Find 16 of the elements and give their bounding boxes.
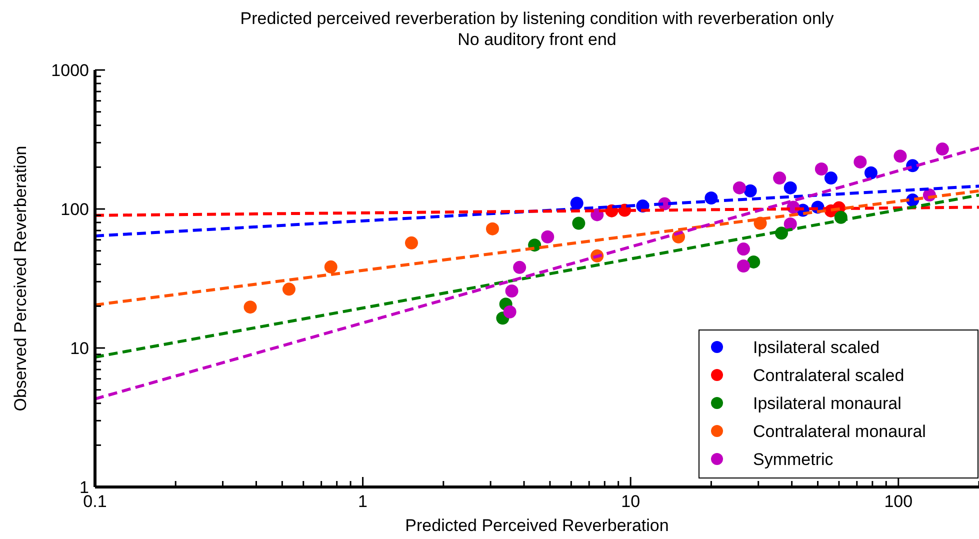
y-tick-label: 100: [60, 200, 89, 219]
chart-subtitle: No auditory front end: [458, 30, 616, 49]
legend-label: Contralateral scaled: [753, 366, 904, 385]
legend-label: Symmetric: [753, 450, 834, 469]
chart-title: Predicted perceived reverberation by listening condition with reverberation only: [240, 9, 834, 28]
legend-label: Ipsilateral scaled: [753, 338, 880, 357]
y-tick-label: 10: [70, 339, 89, 358]
x-tick-label: 0.1: [83, 492, 107, 511]
x-tick-label: 100: [884, 492, 913, 511]
y-axis-title: Observed Perceived Reverberation: [11, 146, 30, 412]
legend-label: Contralateral monaural: [753, 422, 926, 441]
legend-label: Ipsilateral monaural: [753, 394, 902, 413]
y-tick-label: 1000: [51, 61, 89, 80]
x-tick-label: 10: [621, 492, 640, 511]
x-axis-title: Predicted Perceived Reverberation: [405, 516, 669, 535]
x-tick-label: 1: [358, 492, 368, 511]
